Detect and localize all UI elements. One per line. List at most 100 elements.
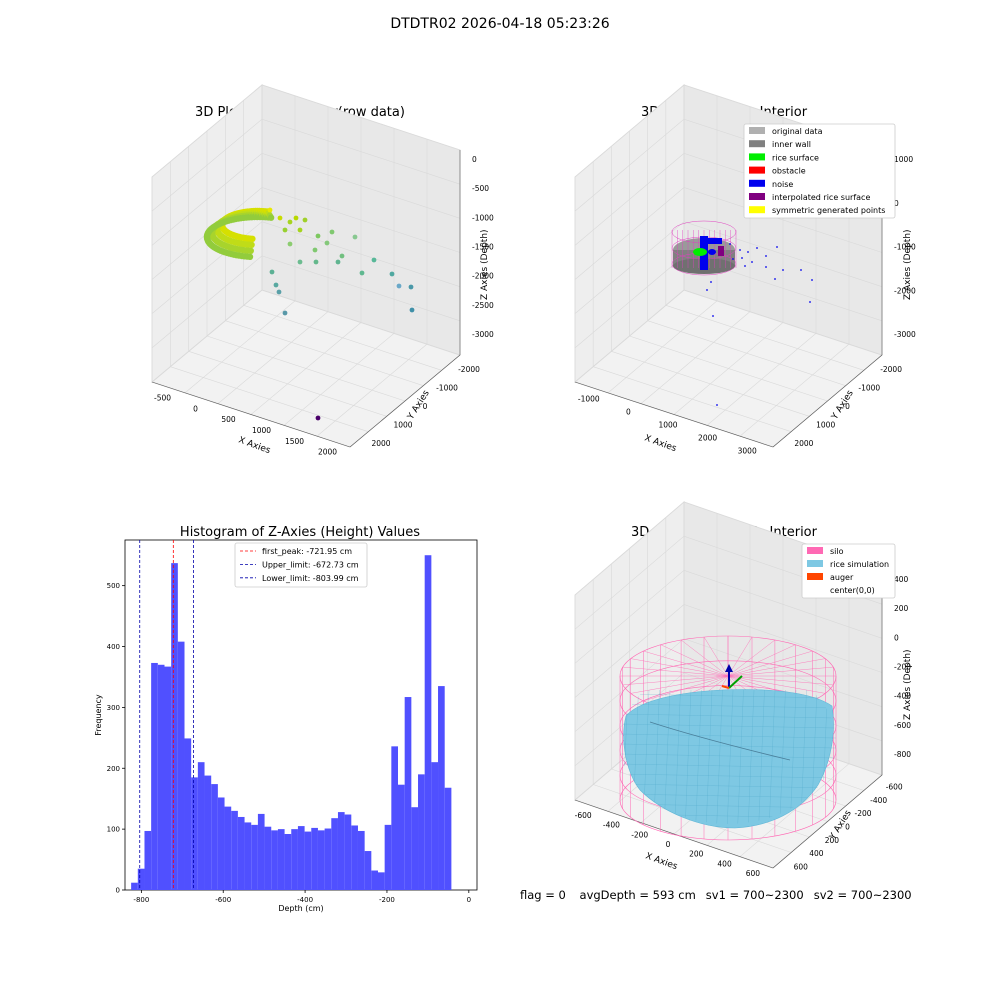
raw-point <box>277 215 283 221</box>
y-tick-label: 300 <box>107 704 120 712</box>
simulation-3d-zlabel: Z Axies (Depth) <box>903 649 913 720</box>
simulation-3d-ticks: -600-400-2000200400600-600-400-200020040… <box>575 575 912 878</box>
silo-roof-line <box>727 636 753 677</box>
rice-mesh-line <box>726 689 734 824</box>
histogram-panel: Histogram of Z-Axies (Height) Values -80… <box>94 525 478 913</box>
legend-label: center(0,0) <box>830 586 875 595</box>
z-tick-label: -1000 <box>472 213 494 222</box>
histogram-bar <box>137 868 145 890</box>
noise-point <box>800 269 802 271</box>
silo-roof-line <box>643 650 729 677</box>
y-tick-label: -1000 <box>436 384 458 393</box>
x-tick-label: 1500 <box>285 437 304 446</box>
noise-point <box>765 255 767 257</box>
rice-mesh-line <box>620 793 836 799</box>
raw-point <box>409 307 415 313</box>
rice-surface-patch <box>693 248 707 256</box>
histogram-bar <box>197 762 205 890</box>
x-tick-label: 0 <box>193 404 198 413</box>
x-tick-label: -200 <box>379 896 395 904</box>
x-tick-label: -1000 <box>578 395 600 404</box>
silo-roof-line <box>727 658 826 677</box>
x-tick-label: -800 <box>133 896 149 904</box>
z-tick-label: -2000 <box>894 286 916 295</box>
histogram-bar <box>231 810 238 890</box>
legend-swatch <box>749 193 765 200</box>
rice-mesh-line <box>789 689 797 824</box>
x-tick-label: -600 <box>215 896 231 904</box>
x-tick-label: -400 <box>603 821 620 830</box>
raw-point <box>389 271 395 277</box>
legend-label: rice surface <box>772 153 819 162</box>
histogram-bar <box>244 822 252 890</box>
silo-roof-line <box>727 666 834 677</box>
rice-mesh-line <box>620 783 836 789</box>
y-tick-label: 400 <box>809 849 824 858</box>
silo-roof-line <box>622 675 729 686</box>
rice-mesh-line <box>663 689 671 824</box>
y-tick-label: -1000 <box>858 384 880 393</box>
x-tick-label: 200 <box>689 850 704 859</box>
auger-axis <box>728 675 743 689</box>
y-tick-label: 1000 <box>816 420 835 429</box>
z-tick-label: 0 <box>894 199 899 208</box>
x-axis-line <box>151 381 351 448</box>
raw-point <box>315 233 321 239</box>
x-axis-line <box>574 799 774 869</box>
noise-point <box>706 289 708 291</box>
silo-roof-line <box>727 650 813 677</box>
classify-3d-axes-box <box>573 83 884 448</box>
status-avg-depth: avgDepth = 593 cm <box>579 888 696 902</box>
histogram-reference-lines <box>139 540 194 890</box>
noise-point <box>776 246 778 248</box>
histogram-ylabel: Frequency <box>94 694 103 736</box>
legend-label: Lower_limit: -803.99 cm <box>262 574 359 583</box>
raw-point <box>297 227 303 233</box>
auger-arrow-head <box>725 664 733 672</box>
histogram-bar <box>224 806 232 890</box>
noise-point <box>739 249 741 251</box>
y-tick-label: 0 <box>845 402 850 411</box>
noise-cluster <box>708 249 716 255</box>
rice-mesh-line <box>779 689 786 824</box>
y-tick-label: -2000 <box>880 365 902 374</box>
histogram-bar <box>204 775 212 890</box>
silo-roof-line <box>727 639 776 677</box>
interpolated-rice-surface <box>718 246 724 256</box>
noise-point <box>756 247 758 249</box>
raw-point <box>276 289 282 295</box>
auger-axis <box>721 685 730 689</box>
z-tick-label: -400 <box>894 692 911 701</box>
raw-point <box>359 270 365 276</box>
histogram-bar <box>257 813 265 890</box>
status-line: flag = 0 avgDepth = 593 cm sv1 = 700~2300… <box>520 888 922 902</box>
silo-roof-line <box>643 675 729 702</box>
grid-line <box>151 84 461 178</box>
silo-roof-line <box>630 675 729 694</box>
y-tick-label: 0 <box>845 823 850 832</box>
y-tick-label: 2000 <box>794 439 813 448</box>
x-tick-label: 500 <box>221 415 236 424</box>
raw-point <box>352 234 358 240</box>
raw-data-3d-panel: 3D Plot of Silo Interior(row data) -5000… <box>150 83 494 457</box>
raw-data-3d-points <box>203 207 415 421</box>
classify-3d-panel: 3D classify of Silo Interior -1000010002… <box>573 83 916 456</box>
rice-mesh-line <box>684 689 692 824</box>
legend-label: noise <box>772 180 793 189</box>
z-tick-label: 400 <box>894 575 909 584</box>
x-tick-label: 600 <box>746 869 761 878</box>
classify-3d-legend: original data inner wall rice surface obsta… <box>743 123 896 219</box>
legend-label: original data <box>772 127 823 136</box>
histogram-bar <box>291 829 298 890</box>
histogram-bar <box>157 664 165 890</box>
legend-label: inner wall <box>772 140 811 149</box>
histogram-bar <box>424 555 432 890</box>
histogram-bar <box>184 738 192 890</box>
z-tick-label: -200 <box>894 663 911 672</box>
x-tick-label: 0 <box>626 408 631 417</box>
raw-point <box>273 282 279 288</box>
z-tick-label: -2000 <box>472 272 494 281</box>
silo-roof-line <box>727 675 826 694</box>
y-tick-label: 600 <box>794 862 809 871</box>
z-tick-label: -1500 <box>472 243 494 252</box>
